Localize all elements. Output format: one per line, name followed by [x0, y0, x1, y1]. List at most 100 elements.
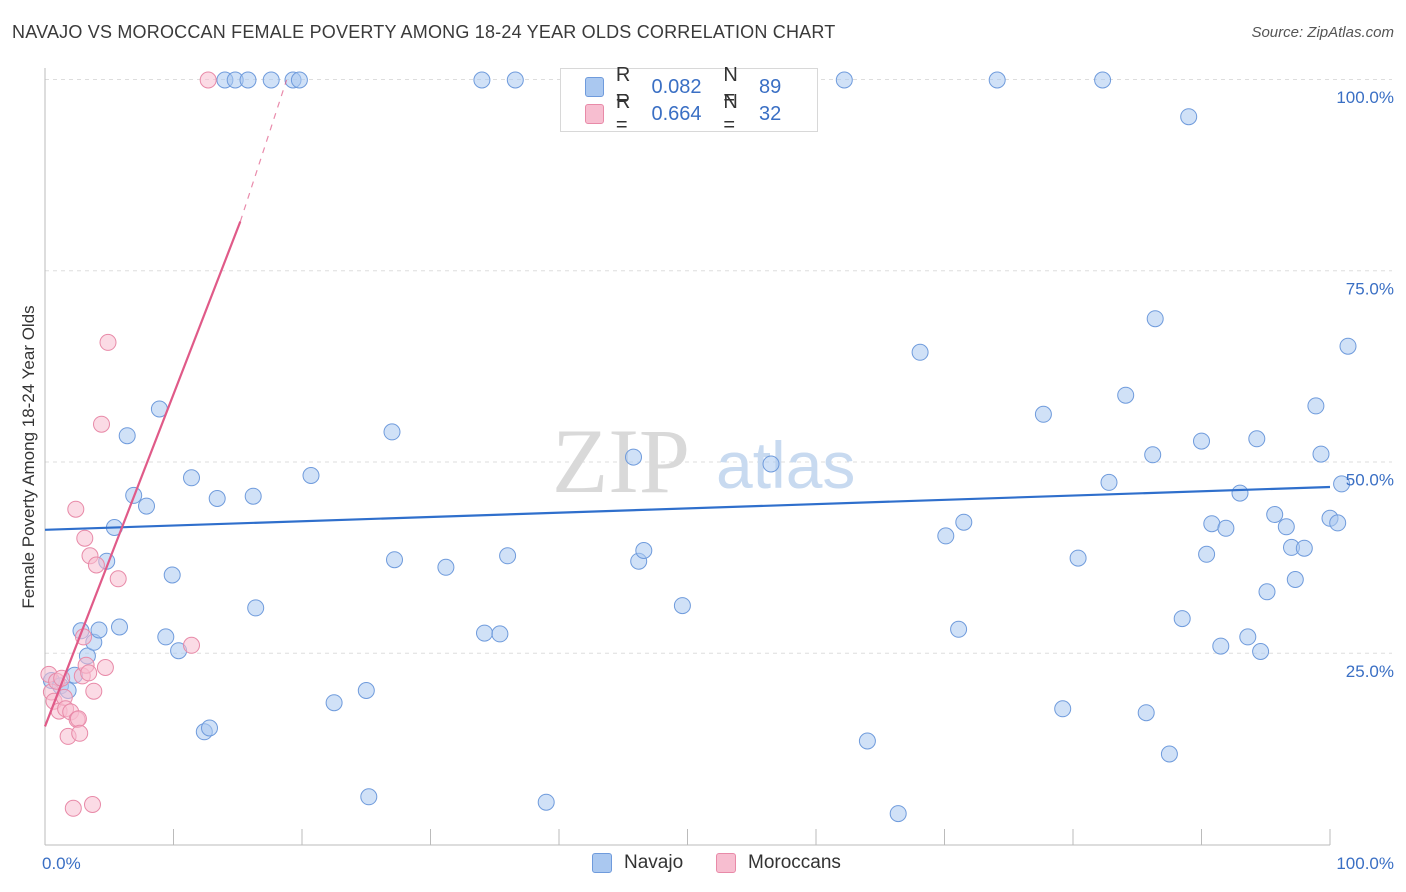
series-legend: Navajo Moroccans	[0, 852, 1406, 878]
navajo-point	[325, 694, 343, 712]
legend-r-value: 0.082	[651, 75, 702, 98]
navajo-point	[835, 71, 853, 89]
navajo-point	[183, 469, 200, 487]
navajo-point	[1193, 432, 1210, 450]
navajo-point	[762, 455, 780, 473]
navajo-point	[302, 467, 320, 484]
navajo-point	[1100, 473, 1118, 491]
navajo-point	[1146, 310, 1164, 328]
navajo-point	[1054, 700, 1072, 718]
legend-moroccans-label: Moroccans	[748, 852, 841, 873]
source-label: Source: ZipAtlas.com	[1251, 24, 1394, 41]
moroccans-swatch	[585, 104, 604, 124]
moroccans-trend-extension	[239, 79, 288, 222]
legend-item-moroccans[interactable]: Moroccans	[716, 852, 841, 874]
navajo-point	[1180, 108, 1198, 126]
navajo-point	[1312, 445, 1330, 463]
moroccans-trend-line	[43, 221, 242, 727]
navajo-point	[208, 490, 226, 507]
watermark-zip: ZIP	[552, 410, 690, 512]
navajo-point	[383, 423, 401, 441]
navajo-point	[988, 71, 1006, 89]
navajo-point	[537, 793, 555, 811]
axes	[44, 68, 1331, 846]
stats-legend: R = 0.082 N = 89 R = 0.664 N = 32	[560, 64, 818, 136]
navajo-point	[357, 682, 375, 699]
x-tick-label-min: 0.0%	[42, 854, 81, 873]
moroccan-point	[85, 682, 103, 700]
navajo-point	[1266, 506, 1284, 523]
legend-n-label: N =	[723, 64, 738, 109]
navajo-swatch	[585, 77, 604, 97]
navajo-point	[506, 71, 524, 89]
navajo-point	[625, 448, 642, 466]
legend-row-navajo: R = 0.082 N = 89	[585, 64, 817, 109]
navajo-point	[138, 497, 155, 515]
navajo-point	[1329, 514, 1347, 532]
navajo-legend-swatch	[592, 853, 612, 873]
navajo-point	[1094, 71, 1112, 89]
watermark: ZIP atlas	[552, 410, 855, 512]
moroccan-point	[71, 724, 89, 742]
navajo-point	[386, 551, 403, 569]
navajo-point	[290, 71, 308, 89]
watermark-atlas: atlas	[716, 428, 855, 502]
navajo-point	[1239, 628, 1257, 646]
navajo-point	[262, 71, 280, 89]
navajo-point	[1252, 643, 1270, 660]
trend-lines	[43, 79, 1331, 727]
y-tick-label: 100.0%	[1336, 88, 1394, 107]
moroccan-point	[80, 664, 98, 682]
navajo-point	[937, 527, 955, 545]
y-tick-label: 75.0%	[1346, 279, 1394, 298]
y-tick-label: 25.0%	[1346, 662, 1394, 681]
moroccans-series	[40, 71, 217, 817]
navajo-point	[118, 427, 136, 445]
moroccan-point	[96, 659, 114, 676]
navajo-point	[239, 71, 257, 89]
navajo-point	[201, 719, 218, 737]
navajo-point	[950, 620, 968, 638]
gridlines	[45, 79, 1392, 654]
legend-r-label: R =	[615, 64, 631, 109]
navajo-series	[42, 71, 1357, 823]
navajo-point	[1286, 571, 1304, 588]
legend-item-navajo[interactable]: Navajo	[592, 852, 683, 874]
navajo-point	[1173, 610, 1191, 628]
legend-r-value: 0.664	[651, 102, 702, 125]
navajo-point	[1248, 430, 1266, 448]
navajo-point	[1339, 337, 1357, 355]
moroccan-point	[183, 636, 200, 654]
navajo-point	[1277, 518, 1295, 536]
navajo-point	[1231, 484, 1249, 502]
navajo-trend-line	[44, 485, 1331, 531]
navajo-point	[491, 625, 509, 643]
navajo-point	[499, 547, 517, 565]
navajo-point	[157, 628, 175, 646]
navajo-point	[163, 566, 181, 584]
navajo-point	[111, 618, 128, 636]
navajo-point	[635, 542, 653, 559]
moroccan-point	[87, 556, 105, 574]
chart-title: NAVAJO VS MOROCCAN FEMALE POVERTY AMONG …	[12, 22, 836, 42]
moroccan-point	[93, 415, 110, 433]
navajo-point	[858, 732, 876, 750]
navajo-point	[1144, 446, 1162, 464]
navajo-point	[247, 599, 265, 617]
moroccan-point	[64, 799, 82, 817]
navajo-point	[1117, 386, 1135, 404]
moroccan-point	[199, 71, 217, 89]
y-tick-label: 50.0%	[1346, 471, 1394, 490]
navajo-point	[1137, 704, 1155, 722]
navajo-point	[1160, 745, 1178, 763]
moroccan-point	[76, 529, 94, 547]
moroccan-point	[69, 710, 87, 728]
x-tick-label-max: 100.0%	[1336, 854, 1394, 873]
navajo-point	[1034, 405, 1052, 423]
legend-navajo-label: Navajo	[624, 852, 684, 873]
navajo-point	[889, 805, 907, 823]
navajo-point	[1333, 475, 1351, 493]
navajo-point	[1258, 583, 1276, 601]
navajo-point	[1212, 637, 1230, 655]
